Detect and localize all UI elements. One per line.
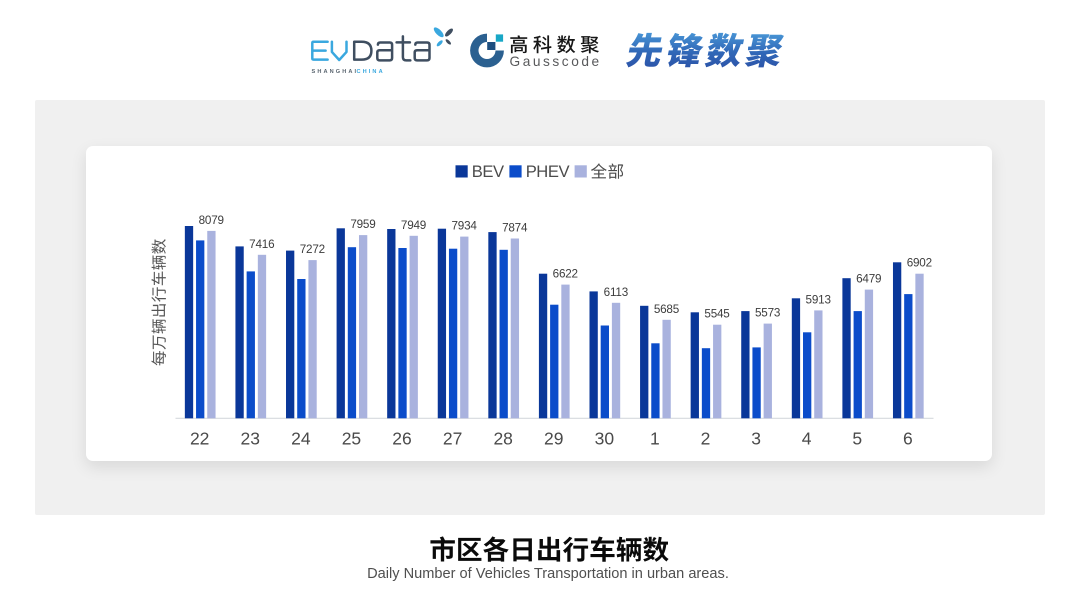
svg-text:6113: 6113 [604,286,628,299]
svg-text:7874: 7874 [502,222,528,235]
svg-text:5573: 5573 [755,307,780,320]
svg-text:1: 1 [650,429,660,449]
svg-text:5: 5 [852,429,862,449]
svg-text:5685: 5685 [654,303,680,316]
svg-text:29: 29 [544,429,563,449]
svg-text:Gausscode: Gausscode [510,54,602,69]
svg-text:6: 6 [903,429,913,449]
svg-text:SHANGHAI: SHANGHAI [312,69,359,75]
svg-text:24: 24 [291,429,311,449]
svg-text:7959: 7959 [350,218,375,231]
svg-text:BEV: BEV [472,162,504,181]
svg-text:3: 3 [751,429,761,449]
svg-text:7416: 7416 [249,238,274,251]
svg-text:7272: 7272 [300,243,325,256]
svg-text:5913: 5913 [806,293,831,306]
svg-text:2: 2 [701,429,711,449]
svg-text:30: 30 [595,429,615,449]
svg-text:7949: 7949 [401,219,426,232]
svg-text:6479: 6479 [856,273,881,286]
svg-text:26: 26 [392,429,411,449]
svg-text:23: 23 [241,429,260,449]
svg-text:6622: 6622 [553,268,578,281]
svg-text:7934: 7934 [451,220,477,233]
svg-text:8079: 8079 [199,214,224,227]
svg-text:PHEV: PHEV [526,162,570,181]
svg-text:22: 22 [190,429,209,449]
svg-text:CHINA: CHINA [357,69,385,75]
svg-text:28: 28 [493,429,512,449]
svg-text:27: 27 [443,429,462,449]
svg-text:25: 25 [342,429,361,449]
svg-text:6902: 6902 [907,257,932,270]
svg-text:5545: 5545 [704,308,730,321]
svg-text:4: 4 [802,429,812,449]
